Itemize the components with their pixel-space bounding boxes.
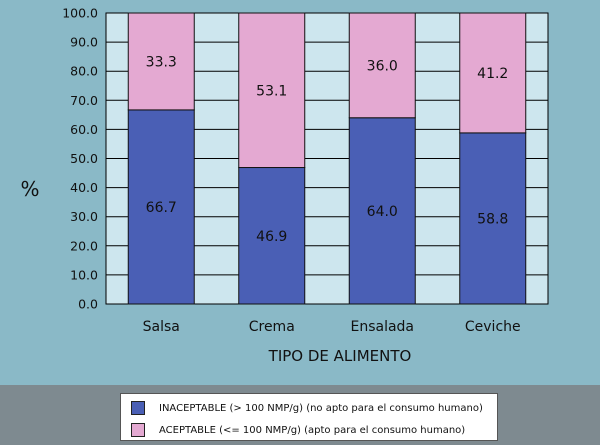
data-label-aceptable: 41.2 <box>477 66 508 82</box>
bar-aceptable-ceviche <box>459 12 527 134</box>
bar-aceptable-salsa <box>127 12 195 111</box>
legend-swatch-inaceptable <box>131 401 145 415</box>
bar-aceptable-crema <box>238 12 306 169</box>
y-tick-label: 0.0 <box>78 297 98 312</box>
bar-inaceptable-crema <box>238 167 306 305</box>
bars <box>127 12 527 305</box>
data-label-aceptable: 36.0 <box>367 58 398 74</box>
x-axis-title: TIPO DE ALIMENTO <box>268 347 412 365</box>
y-tick-label: 100.0 <box>62 6 98 21</box>
stacked-bar-chart: 0.0 10.0 20.0 30.0 40.0 50.0 60.0 70.0 80.0 90.0 1… <box>20 6 549 365</box>
bar-inaceptable-salsa <box>127 109 195 305</box>
data-label-inaceptable: 46.9 <box>256 229 287 245</box>
y-axis-title: % <box>20 177 39 201</box>
x-category-label: Salsa <box>143 319 180 335</box>
y-tick-label: 90.0 <box>70 35 98 50</box>
y-tick-label: 20.0 <box>70 238 98 253</box>
y-tick-label: 30.0 <box>70 209 98 224</box>
y-tick-label: 60.0 <box>70 122 98 137</box>
legend-swatch-aceptable <box>131 423 145 437</box>
y-tick-label: 50.0 <box>70 151 98 166</box>
y-tick-label: 70.0 <box>70 93 98 108</box>
y-tick-label: 10.0 <box>70 267 98 282</box>
data-labels: 66.7 33.3 46.9 53.1 64.0 36.0 58.8 41.2 <box>146 54 509 244</box>
bar-inaceptable-ceviche <box>459 132 527 305</box>
data-label-inaceptable: 66.7 <box>146 200 177 216</box>
legend-item-aceptable: ACEPTABLE (<= 100 NMP/g) (apto para el c… <box>131 422 465 438</box>
y-tick-label: 40.0 <box>70 180 98 195</box>
data-label-inaceptable: 58.8 <box>477 211 508 227</box>
x-category-label: Crema <box>249 319 295 335</box>
x-axis-categories: Salsa Crema Ensalada Ceviche <box>143 319 521 335</box>
data-label-aceptable: 53.1 <box>256 83 287 99</box>
legend-item-inaceptable: INACEPTABLE (> 100 NMP/g) (no apto para … <box>131 400 483 416</box>
legend-label-inaceptable: INACEPTABLE (> 100 NMP/g) (no apto para … <box>159 402 483 414</box>
data-label-inaceptable: 64.0 <box>367 204 398 220</box>
data-label-aceptable: 33.3 <box>146 54 177 70</box>
x-category-label: Ensalada <box>350 319 414 335</box>
y-tick-label: 80.0 <box>70 64 98 79</box>
bar-aceptable-ensalada <box>348 12 416 119</box>
legend-label-aceptable: ACEPTABLE (<= 100 NMP/g) (apto para el c… <box>159 424 466 436</box>
y-axis-ticks: 0.0 10.0 20.0 30.0 40.0 50.0 60.0 70.0 80.0 90.0 1… <box>62 6 98 312</box>
x-category-label: Ceviche <box>465 319 521 335</box>
legend: INACEPTABLE (> 100 NMP/g) (no apto para … <box>120 393 498 441</box>
